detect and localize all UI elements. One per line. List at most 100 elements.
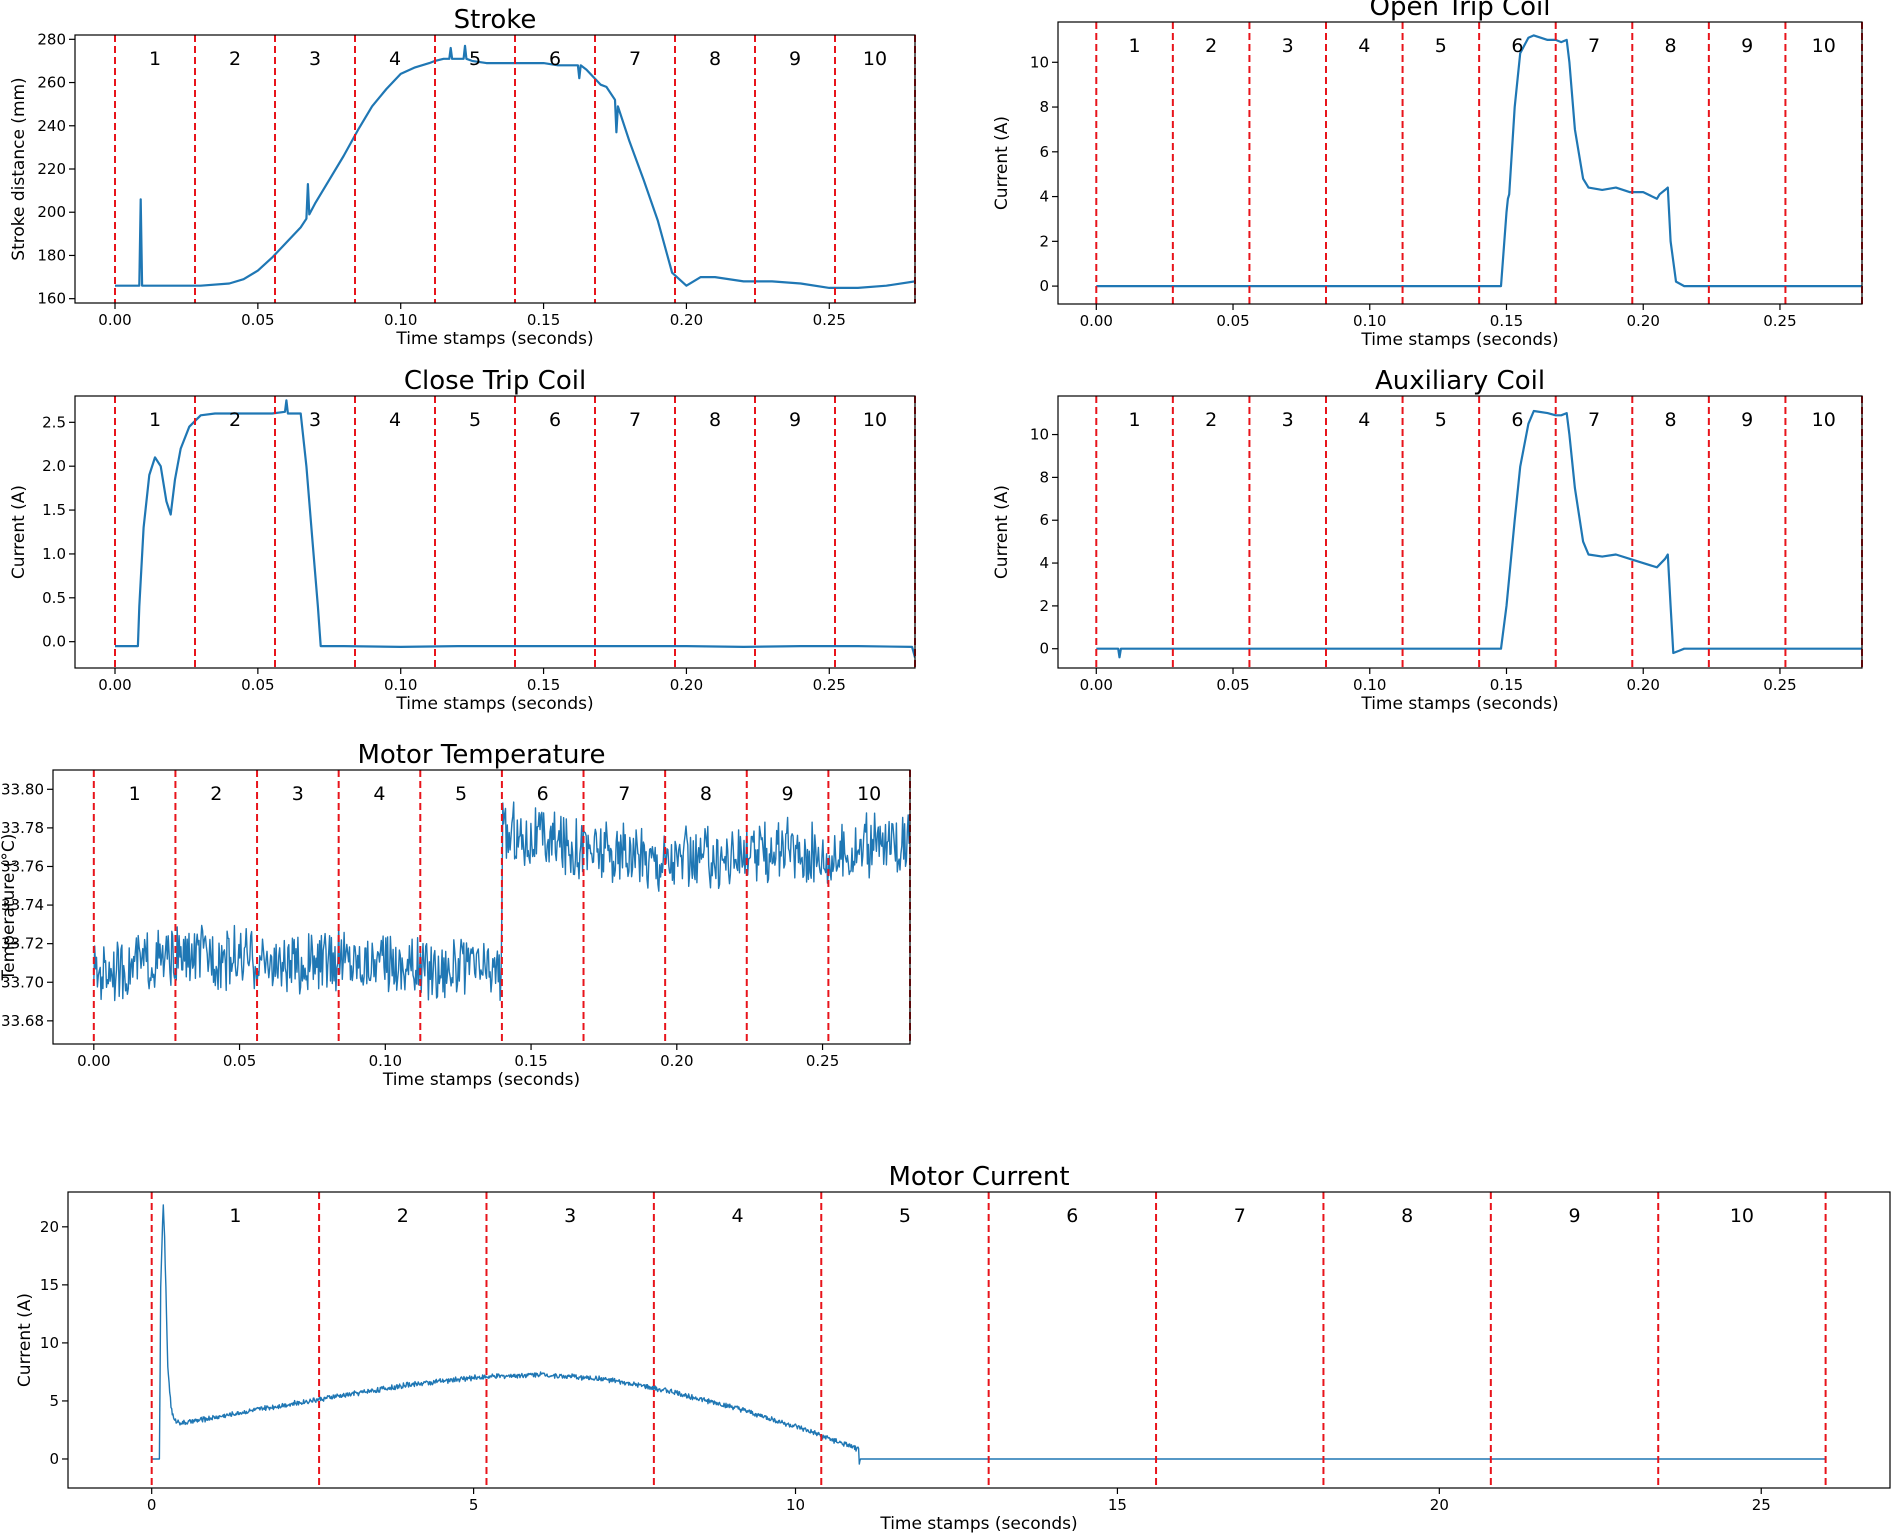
series-line [115,44,915,289]
y-tick-label: 4 [1039,188,1049,206]
x-tick-label: 0.25 [813,676,846,694]
segment-label: 6 [1511,35,1523,57]
x-tick-label: 25 [1752,1496,1771,1514]
segment-label: 1 [149,48,161,70]
segment-label: 8 [709,48,721,70]
y-tick-label: 0.0 [42,633,66,651]
segment-label: 7 [629,48,641,70]
x-tick-label: 15 [1108,1496,1127,1514]
segment-label: 6 [537,783,549,805]
axes-frame [74,34,916,304]
segment-label: 5 [455,783,467,805]
x-tick-label: 0.25 [1763,676,1796,694]
segment-label: 9 [782,783,794,805]
y-tick-label: 33.76 [1,857,44,875]
y-axis-label: Stroke distance (mm) [9,77,29,260]
x-tick-label: 0.05 [223,1052,256,1070]
x-tick-label: 0.00 [77,1052,110,1070]
y-tick-label: 1.5 [42,501,66,519]
segment-label: 1 [149,409,161,431]
segment-label: 1 [129,783,141,805]
x-tick-label: 0.25 [1763,312,1796,330]
open-trip-coil-chart: Open Trip Coil 1 2 3 4 5 6 7 8 9 10 0.00 0.05 0.10 0.1… [992,0,1863,350]
y-tick-label: 33.70 [1,973,44,991]
segment-label: 7 [1234,1205,1246,1227]
x-tick-label: 0 [147,1496,157,1514]
segment-label: 4 [1358,35,1370,57]
segment-label: 6 [549,409,561,431]
y-axis-label: Current (A) [15,1293,35,1387]
y-tick-label: 240 [37,117,66,135]
segment-label: 3 [1282,409,1294,431]
x-axis-label: Time stamps (seconds) [395,694,593,714]
segment-label: 7 [1588,409,1600,431]
y-tick-label: 10 [1030,426,1049,444]
y-tick-label: 0 [1039,640,1049,658]
segment-label: 7 [618,783,630,805]
y-tick-label: 2 [1039,597,1049,615]
y-tick-label: 260 [37,74,66,92]
segment-label: 9 [789,409,801,431]
y-tick-label: 2 [1039,232,1049,250]
segment-label: 10 [863,409,887,431]
auxiliary-coil-chart: Auxiliary Coil 1 2 3 4 5 6 7 8 9 10 0.00 0.05 0.10 0.1… [992,366,1863,714]
y-tick-label: 0 [49,1450,59,1468]
segment-label: 8 [1665,35,1677,57]
series-line [115,399,915,658]
x-tick-label: 0.05 [1216,312,1249,330]
chart-title: Stroke [454,5,537,35]
x-axis-label: Time stamps (seconds) [382,1070,580,1090]
y-tick-label: 33.68 [1,1012,44,1030]
y-tick-label: 33.78 [1,819,44,837]
segment-label: 10 [1812,409,1836,431]
x-tick-label: 0.05 [1216,676,1249,694]
segment-label: 10 [1730,1205,1754,1227]
segment-label: 4 [732,1205,744,1227]
x-axis-label: Time stamps (seconds) [879,1514,1077,1534]
segment-label: 5 [1435,35,1447,57]
y-tick-label: 2.5 [42,413,66,431]
segment-label: 3 [564,1205,576,1227]
x-tick-label: 0.05 [241,676,274,694]
segment-label: 3 [309,409,321,431]
chart-title: Close Trip Coil [404,366,586,396]
x-axis-label: Time stamps (seconds) [1360,330,1558,350]
x-tick-label: 0.00 [1080,312,1113,330]
axes-frame [74,395,916,669]
stroke-chart: Stroke 1 2 3 4 5 6 7 8 9 10 0.00 0.05 0.10 0.15 0.20 0.2… [9,5,916,349]
y-tick-label: 4 [1039,554,1049,572]
segment-label: 9 [789,48,801,70]
y-axis-label: Temperature (°C) [0,834,19,982]
segment-label: 3 [292,783,304,805]
y-tick-label: 33.74 [1,896,44,914]
segment-label: 3 [1282,35,1294,57]
x-tick-label: 0.20 [1627,676,1660,694]
y-tick-label: 2.0 [42,457,66,475]
x-tick-label: 0.20 [660,1052,693,1070]
axes-frame [1057,395,1863,669]
y-tick-label: 160 [37,290,66,308]
x-tick-label: 0.10 [1353,676,1386,694]
y-tick-label: 10 [1030,53,1049,71]
segment-label: 8 [700,783,712,805]
y-tick-label: 10 [40,1334,59,1352]
x-tick-label: 0.25 [806,1052,839,1070]
x-tick-label: 0.15 [1490,676,1523,694]
y-axis-label: Current (A) [992,116,1012,210]
close-trip-coil-chart: Close Trip Coil 1 2 3 4 5 6 7 8 9 10 0.00 0.05 0.10 0.… [9,366,916,714]
y-tick-label: 6 [1039,143,1049,161]
segment-label: 9 [1741,35,1753,57]
x-tick-label: 0.15 [527,676,560,694]
x-axis-label: Time stamps (seconds) [395,329,593,349]
x-tick-label: 0.05 [241,311,274,329]
y-tick-label: 0 [1039,277,1049,295]
x-tick-label: 0.10 [384,311,417,329]
segment-label: 2 [1205,409,1217,431]
segment-label: 1 [1129,35,1141,57]
segment-label: 9 [1568,1205,1580,1227]
segment-label: 1 [229,1205,241,1227]
chart-title: Motor Temperature [357,740,605,770]
y-tick-label: 8 [1039,98,1049,116]
x-axis-label: Time stamps (seconds) [1360,694,1558,714]
